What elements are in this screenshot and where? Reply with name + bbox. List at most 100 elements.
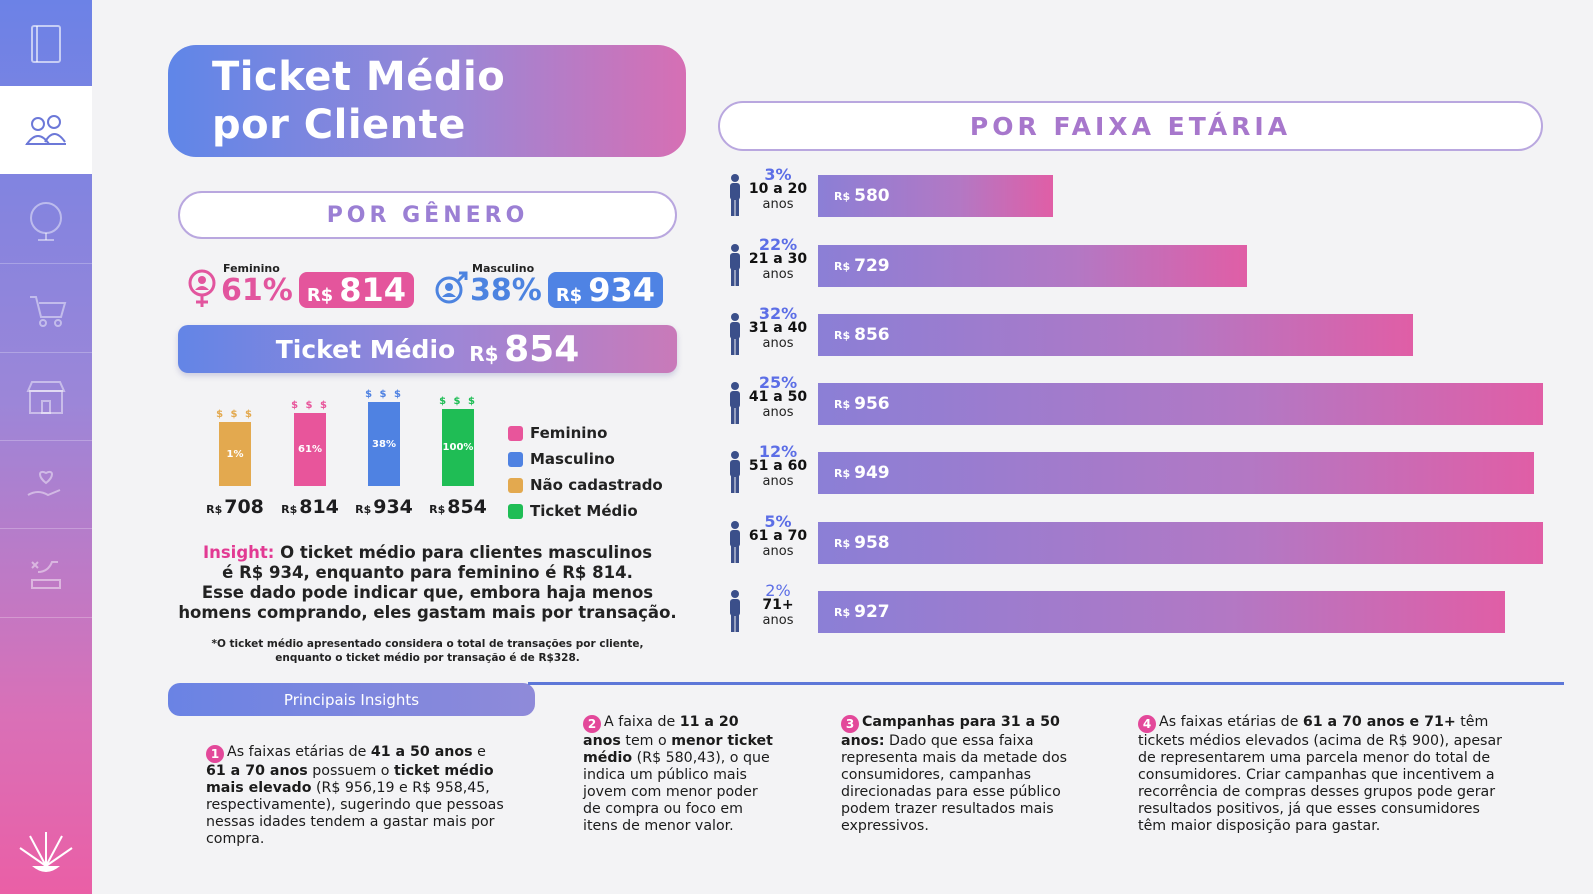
sidebar-item-globe[interactable] [0, 176, 92, 264]
legend-label: Feminino [530, 424, 608, 442]
age-range: 31 a 40 [748, 320, 808, 336]
insight-text: é [539, 563, 563, 582]
age-row: 3% 10 a 20 anos R$ 580 [728, 167, 1543, 217]
gender-insight: Insight: O ticket médio para clientes ma… [178, 543, 677, 623]
insight-text: (R$ 580,43), o que indica um público mai… [583, 750, 770, 834]
age-bar: R$ 956 [818, 383, 1543, 425]
dollar-marks: $ $ $ [365, 389, 403, 401]
brand-logo [19, 832, 73, 872]
gender-section-header: POR GÊNERO [178, 191, 677, 239]
chart-legend: Feminino Masculino Não cadastrado Ticket Mé… [508, 420, 663, 524]
insight-card-4: 4 As faixas etárias de 61 a 70 anos e 71+… [1138, 714, 1503, 835]
person-icon [730, 521, 740, 563]
dollar-marks: $ $ $ [291, 399, 329, 411]
insight-bold: 61 a 70 anos e 71+ [1302, 714, 1456, 730]
ticket-medio-value: 854 [504, 328, 580, 370]
age-bar: R$ 856 [818, 314, 1413, 356]
age-bar-value: 958 [854, 533, 890, 553]
male-stat: Masculino 38% R$ 934 [434, 262, 663, 309]
insight-bold: ticket médio mais elevado [206, 763, 494, 796]
age-bar-value: 729 [854, 256, 890, 276]
person-icon [730, 590, 740, 632]
age-bar: R$ 580 [818, 175, 1053, 217]
insight-text: O ticket médio para clientes [274, 543, 549, 562]
currency-label: R$ [834, 605, 851, 619]
legend-label: Masculino [530, 450, 615, 468]
age-row: 5% 61 a 70 anos R$ 958 [728, 514, 1543, 564]
insight-text: , enquanto para [303, 563, 458, 582]
clients-icon [25, 114, 66, 145]
male-ticket-value: 934 [588, 271, 655, 309]
age-row: 32% 31 a 40 anos R$ 856 [728, 306, 1543, 356]
age-pct: 3% [764, 165, 792, 184]
legend-swatch [508, 425, 523, 441]
dollar-marks: $ $ $ [216, 409, 254, 421]
insight-text: A faixa de [604, 714, 680, 730]
sidebar-item-hand-heart[interactable] [0, 441, 92, 529]
insight-bold: feminino [457, 563, 540, 582]
insight-text: As faixas etárias de [227, 744, 371, 760]
age-pct: 25% [758, 373, 798, 392]
bar-value-label: R$ 854 [423, 496, 493, 518]
age-pct: 22% [758, 235, 798, 254]
person-icon [730, 313, 740, 355]
dollar-marks: $ $ $ [439, 396, 477, 408]
principais-insights-tab[interactable]: Principais Insights [168, 683, 535, 716]
sidebar-item-store[interactable] [0, 353, 92, 441]
legend-label: Não cadastrado [530, 476, 663, 494]
hand-heart-icon [27, 470, 61, 496]
age-pct: 12% [758, 442, 798, 461]
age-pct: 32% [758, 304, 798, 323]
insight-line-3: homens comprando, eles gastam mais por t… [178, 603, 677, 622]
age-unit: anos [762, 613, 794, 628]
currency-label: R$ [355, 503, 372, 516]
age-bar-value: 949 [854, 463, 890, 483]
male-label: Masculino [472, 262, 535, 275]
male-ticket-badge: R$ 934 [547, 271, 663, 309]
insight-label: Insight: [202, 543, 275, 562]
insight-line-1b: é R$ 934, enquanto para feminino é R$ 81… [178, 563, 677, 583]
female-stat: Feminino 61% R$ 814 [185, 262, 414, 308]
insight-bold: 61 a 70 anos [206, 763, 308, 779]
age-range: 41 a 50 [748, 389, 808, 405]
age-bar: R$ 949 [818, 452, 1534, 494]
age-bar-value: 580 [854, 186, 890, 206]
age-range: 71+ [762, 597, 794, 613]
book-icon [31, 24, 61, 63]
legend-item: Feminino [508, 420, 663, 446]
age-label: 12% 51 a 60 anos [746, 442, 810, 490]
currency-label: R$ [206, 503, 223, 516]
sidebar-item-cart[interactable] [0, 265, 92, 353]
currency-label: R$ [834, 189, 851, 203]
legend-item: Não cadastrado [508, 472, 663, 498]
bar-value: 934 [373, 496, 413, 518]
bar-value: 854 [447, 496, 487, 518]
strategy-icon [31, 560, 61, 589]
bar-value-label: R$ 708 [200, 496, 270, 518]
sidebar-item-clients[interactable] [0, 86, 92, 174]
sidebar-item-book[interactable] [0, 0, 92, 88]
footnote-line-1: *O ticket médio apresentado considera o … [211, 638, 644, 650]
insight-number-badge: 3 [841, 715, 859, 733]
age-bar: R$ 927 [818, 591, 1506, 633]
gender-bar-chart: 1% $ $ $ R$ 708 61% $ $ $ R$ 814 38% $ $ $ R$ 934 10… [195, 389, 495, 530]
male-pct-block: Masculino 38% [470, 262, 542, 308]
person-icon [730, 382, 740, 424]
female-pct-block: Feminino 61% [221, 262, 293, 308]
sidebar-item-strategy[interactable] [0, 530, 92, 618]
title-card: Ticket Médio por Cliente [168, 45, 686, 157]
person-icon [730, 451, 740, 493]
cart-icon [30, 295, 67, 327]
age-bar-value: 956 [854, 394, 890, 414]
age-pct: 5% [764, 512, 792, 531]
insight-text: . [626, 563, 633, 582]
insight-bold: 11 a 20 anos [583, 714, 739, 749]
age-pct: 2% [765, 581, 791, 600]
currency-label: R$ [469, 341, 499, 366]
ticket-medio-bar: Ticket Médio R$ 854 [178, 325, 677, 373]
insight-bold: Campanhas para 31 a 50 anos: [841, 714, 1060, 749]
male-pct: 38% [470, 273, 542, 308]
footnote-line-2: enquanto o ticket médio por transação é … [275, 652, 580, 664]
age-row: 22% 21 a 30 anos R$ 729 [728, 237, 1543, 287]
